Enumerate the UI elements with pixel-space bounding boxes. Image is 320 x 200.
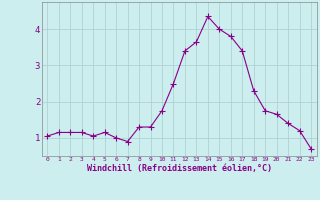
X-axis label: Windchill (Refroidissement éolien,°C): Windchill (Refroidissement éolien,°C) bbox=[87, 164, 272, 173]
